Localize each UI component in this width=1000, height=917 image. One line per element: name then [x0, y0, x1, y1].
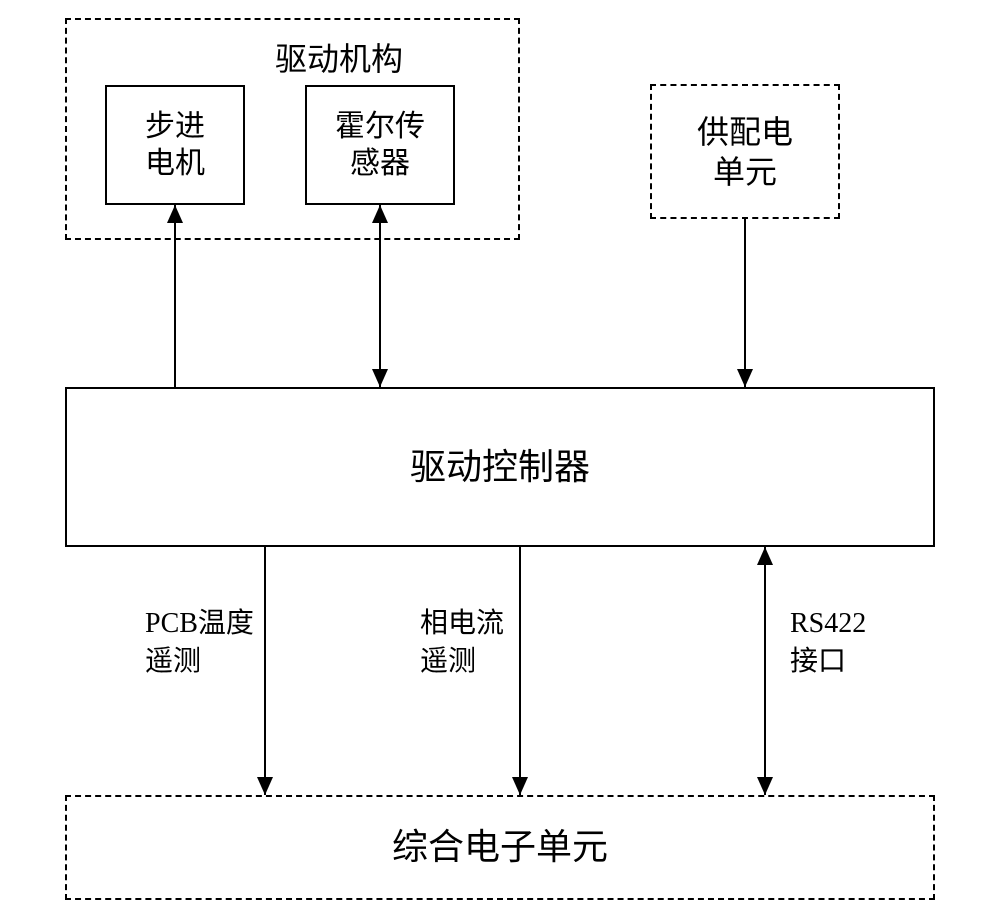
- pcb-temp-label: PCB温度 遥测: [145, 605, 254, 681]
- phase-current-label: 相电流 遥测: [420, 605, 504, 681]
- rs422-label: RS422 接口: [790, 605, 866, 681]
- arrows-layer: [0, 0, 1000, 917]
- diagram-canvas: 驱动机构 步进 电机 霍尔传 感器 供配电 单元 驱动控制器 综合电子单元 PC…: [0, 0, 1000, 917]
